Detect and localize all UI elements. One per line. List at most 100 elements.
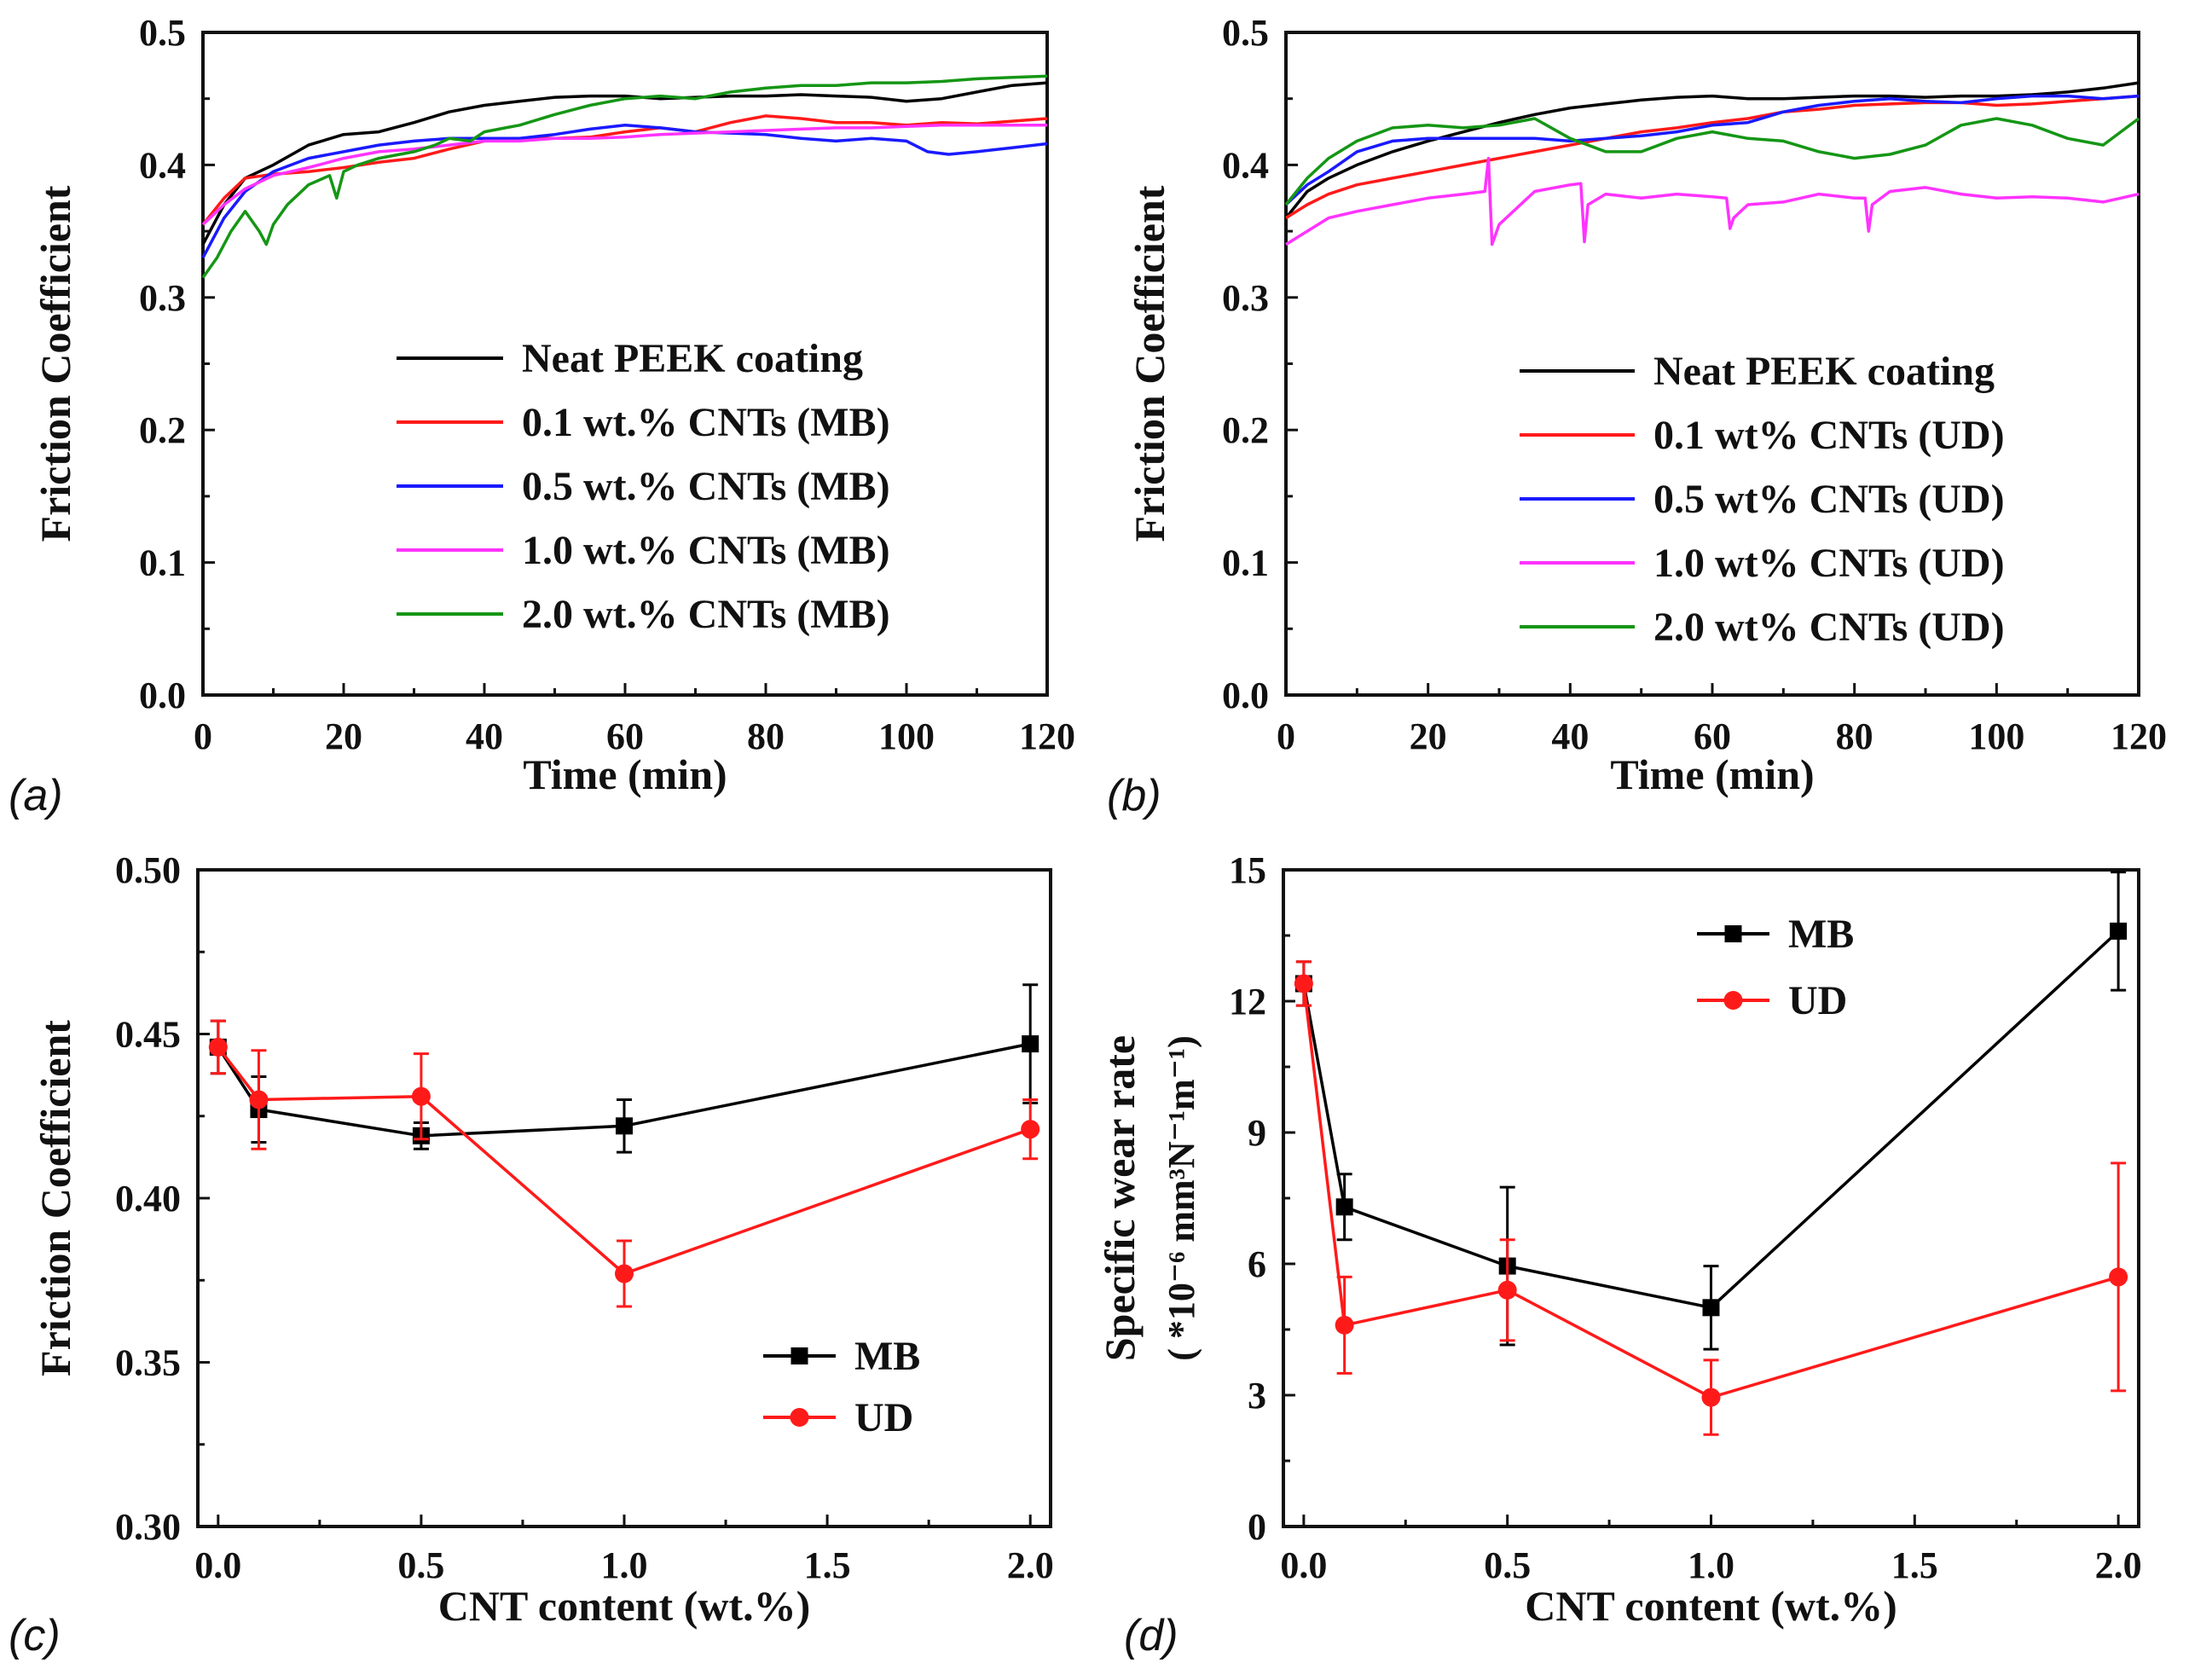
data-point <box>2110 922 2128 940</box>
series-line <box>1285 94 2140 220</box>
series-line <box>1285 156 2140 246</box>
data-point <box>249 1090 269 1109</box>
series-group-b <box>1284 81 2140 246</box>
x-axis-label: Time (min) <box>1610 750 1814 798</box>
y-axis-unit-label: ( *10⁻⁶ mm³N⁻¹m⁻¹) <box>1161 1035 1202 1360</box>
x-tick-label: 1.5 <box>804 1544 851 1586</box>
y-tick-label: 0.0 <box>139 675 186 716</box>
legend-label: UD <box>1788 978 1847 1023</box>
legend-label: 1.0 wt% CNTs (UD) <box>1653 541 2005 586</box>
data-point <box>2109 1267 2128 1287</box>
series-line <box>201 114 1048 226</box>
legend-label: MB <box>1788 912 1854 957</box>
legend-label: 1.0 wt.% CNTs (MB) <box>522 528 890 573</box>
x-tick-label: 60 <box>1694 715 1731 757</box>
legend-label: 2.0 wt.% CNTs (MB) <box>522 592 890 637</box>
legend-marker <box>1723 991 1743 1010</box>
x-tick-label: 100 <box>1968 715 2024 757</box>
panel-label: (c) <box>9 1611 61 1660</box>
y-tick-label: 0.0 <box>1222 675 1269 716</box>
series-line <box>1284 81 2140 219</box>
x-tick-label: 0.0 <box>1280 1544 1327 1586</box>
x-axis-label: Time (min) <box>523 750 727 798</box>
y-tick-label: 0.35 <box>115 1342 181 1384</box>
panel-label: (b) <box>1107 771 1161 820</box>
y-tick-label: 0.50 <box>115 849 181 891</box>
series-line <box>1284 94 2140 206</box>
x-tick-label: 40 <box>1551 715 1589 757</box>
legend-label: Neat PEEK coating <box>522 336 863 381</box>
data-point <box>1021 1120 1040 1139</box>
legend-label: 0.5 wt% CNTs (UD) <box>1653 477 2005 522</box>
legend-label: 0.5 wt.% CNTs (MB) <box>522 464 890 509</box>
x-axis-label: CNT content (wt.%) <box>438 1582 811 1630</box>
y-tick-label: 0.4 <box>139 144 186 186</box>
data-point <box>1294 974 1313 994</box>
data-point <box>1022 1035 1039 1053</box>
legend-label: 2.0 wt% CNTs (UD) <box>1653 605 2005 650</box>
legend-label: UD <box>854 1395 913 1440</box>
y-tick-label: 6 <box>1248 1243 1266 1285</box>
data-point <box>1702 1299 1720 1317</box>
y-tick-label: 0.1 <box>1222 542 1269 584</box>
x-tick-label: 120 <box>2111 715 2167 757</box>
y-tick-label: 0 <box>1248 1506 1266 1548</box>
data-point <box>208 1037 228 1057</box>
series-line <box>201 124 1047 226</box>
x-tick-label: 80 <box>1836 715 1873 757</box>
y-axis-label: Friction Coefficient <box>32 1020 79 1376</box>
x-tick-label: 20 <box>325 715 362 757</box>
legend-marker <box>790 1408 809 1427</box>
x-tick-label: 1.5 <box>1891 1544 1938 1586</box>
y-tick-label: 0.45 <box>115 1014 181 1056</box>
y-tick-label: 9 <box>1248 1112 1266 1154</box>
plot-frame-c <box>196 868 1052 1528</box>
y-tick-label: 0.30 <box>115 1506 181 1548</box>
x-tick-label: 0.5 <box>1484 1544 1531 1586</box>
panel-label: (a) <box>9 771 63 820</box>
data-point <box>1497 1280 1517 1300</box>
x-tick-label: 0 <box>1277 715 1295 757</box>
x-tick-label: 0.5 <box>397 1544 444 1586</box>
data-point <box>411 1086 431 1106</box>
y-axis-label: Friction Coefficient <box>1126 185 1173 542</box>
y-tick-label: 0.5 <box>139 12 186 54</box>
legend-label: Neat PEEK coating <box>1653 349 1995 394</box>
series-group-d <box>1294 871 2128 1436</box>
data-point <box>1335 1315 1354 1335</box>
legend-marker <box>1724 925 1742 942</box>
data-point <box>615 1264 634 1283</box>
data-point <box>616 1117 633 1135</box>
y-tick-label: 0.4 <box>1222 144 1269 186</box>
y-tick-label: 0.5 <box>1222 12 1269 54</box>
x-tick-label: 0 <box>194 715 212 757</box>
y-axis-label: Friction Coefficient <box>32 185 79 542</box>
y-tick-label: 0.2 <box>139 409 186 451</box>
y-tick-label: 0.1 <box>139 542 186 584</box>
legend-label: 0.1 wt% CNTs (UD) <box>1653 413 2005 458</box>
series-line <box>201 124 1048 259</box>
y-tick-label: 0.2 <box>1222 409 1269 451</box>
x-tick-label: 40 <box>466 715 503 757</box>
legend-marker <box>790 1347 808 1364</box>
x-tick-label: 1.0 <box>601 1544 648 1586</box>
panel-label: (d) <box>1124 1611 1178 1660</box>
x-tick-label: 1.0 <box>1688 1544 1734 1586</box>
series-line <box>201 81 1048 246</box>
x-tick-label: 80 <box>747 715 785 757</box>
x-tick-label: 60 <box>606 715 644 757</box>
series-line <box>1302 930 2120 1310</box>
y-tick-label: 0.3 <box>1222 277 1269 319</box>
series-line <box>1284 117 2140 206</box>
data-point <box>1335 1198 1353 1216</box>
x-tick-label: 0.0 <box>194 1544 241 1586</box>
y-tick-label: 0.40 <box>115 1178 181 1219</box>
x-tick-label: 120 <box>1019 715 1075 757</box>
y-tick-label: 15 <box>1229 849 1266 891</box>
y-tick-label: 0.3 <box>139 277 186 319</box>
y-tick-label: 12 <box>1229 981 1266 1022</box>
x-tick-label: 100 <box>878 715 935 757</box>
x-tick-label: 2.0 <box>1007 1544 1054 1586</box>
x-tick-label: 20 <box>1410 715 1447 757</box>
